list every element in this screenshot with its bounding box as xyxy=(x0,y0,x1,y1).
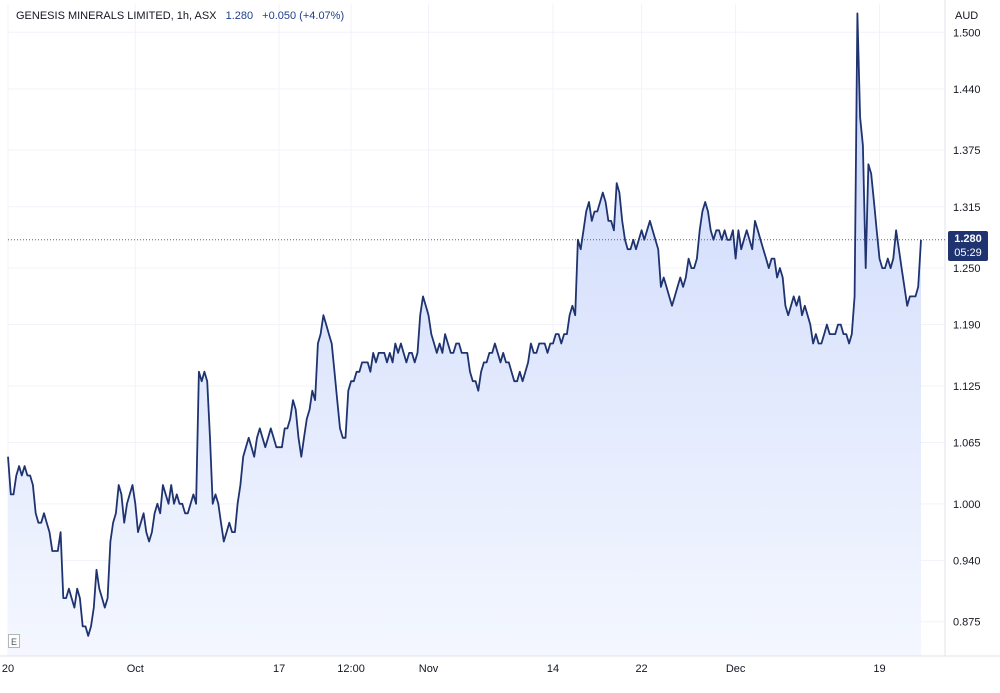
axis-layer: 0.875 0.940 1.000 1.065 1.125 1.190 1.250 1.315… xyxy=(0,0,1000,675)
x-tick-label: 12:00 xyxy=(337,663,365,675)
header-price: 1.280 xyxy=(225,10,254,22)
y-tick-label: 1.315 xyxy=(953,202,981,214)
last-price-value: 1.280 xyxy=(954,232,982,245)
last-price-tag: 1.280 05:29 xyxy=(948,230,988,261)
x-tick-label: 17 xyxy=(273,663,285,675)
price-area-fill xyxy=(8,13,921,656)
y-tick-label: 1.500 xyxy=(953,27,981,39)
y-tick-label: 1.440 xyxy=(953,84,981,96)
symbol-name: GENESIS MINERALS LIMITED, 1h, ASX xyxy=(16,10,217,22)
y-tick-label: 1.250 xyxy=(953,263,981,275)
y-tick-label: 1.190 xyxy=(953,320,981,332)
x-tick-label: Oct xyxy=(127,663,144,675)
area-layer xyxy=(8,13,921,656)
x-tick-label: Nov xyxy=(419,663,439,675)
y-tick-label: 0.875 xyxy=(953,617,981,629)
x-tick-label: 22 xyxy=(635,663,647,675)
y-tick-label: 1.125 xyxy=(953,381,981,393)
header-change: +0.050 (+4.07%) xyxy=(262,10,345,22)
scale-reset-button[interactable]: E xyxy=(8,634,20,648)
x-tick-label: 14 xyxy=(547,663,559,675)
price-series-line xyxy=(7,12,922,637)
x-tick-label: 19 xyxy=(873,663,885,675)
y-tick-label: 1.000 xyxy=(953,499,981,511)
currency-label: AUD xyxy=(955,10,979,22)
x-tick-label: Dec xyxy=(726,663,746,675)
y-tick-label: 1.065 xyxy=(953,438,981,450)
bar-countdown: 05:29 xyxy=(954,246,982,259)
line-layer xyxy=(7,12,922,637)
x-tick-label: 20 xyxy=(2,663,14,675)
chart-legend-header: GENESIS MINERALS LIMITED, 1h, ASX 1.280 … xyxy=(16,10,344,22)
y-tick-label: 0.940 xyxy=(953,555,981,567)
y-tick-label: 1.375 xyxy=(953,145,981,157)
